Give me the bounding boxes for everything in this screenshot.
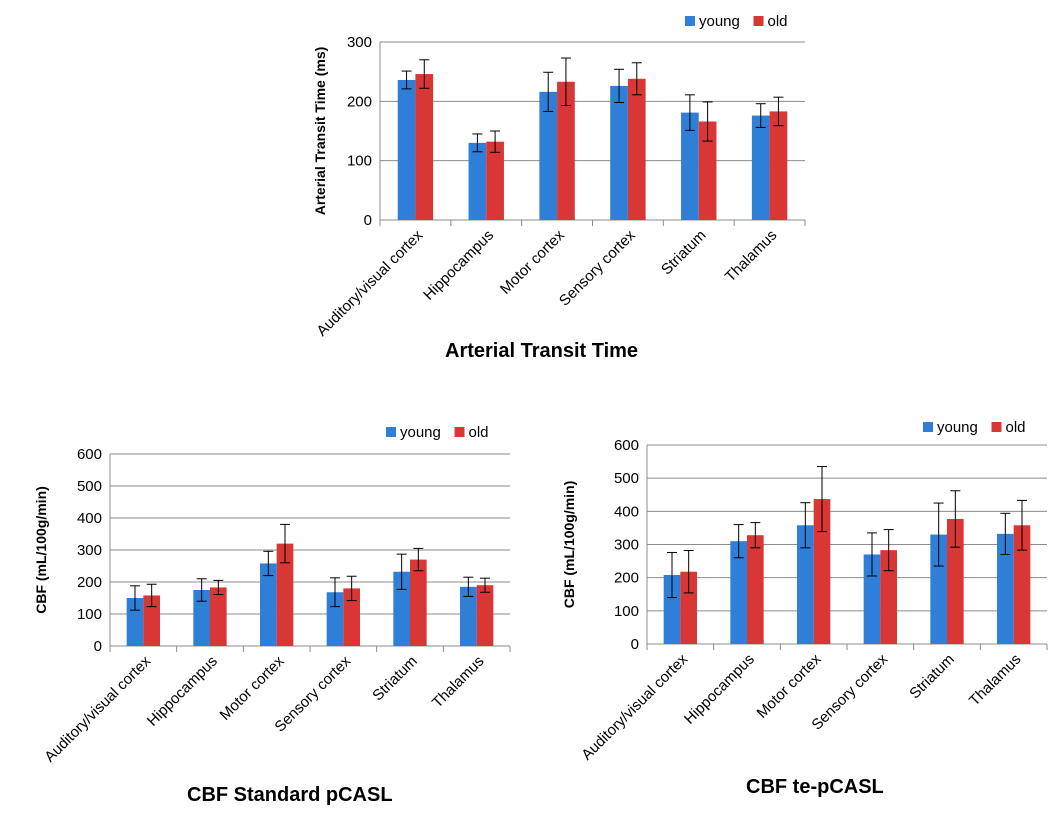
legend-swatch-old <box>454 427 465 437</box>
chart-caption-te: CBF te-pCASL <box>746 776 884 798</box>
y-tick-label: 200 <box>347 93 372 110</box>
bar-old <box>557 81 575 221</box>
bar-old <box>210 587 227 646</box>
category-label: Sensory cortex <box>556 226 639 309</box>
y-tick-label: 400 <box>614 503 639 520</box>
y-tick-label: 0 <box>631 636 639 653</box>
chart-arterial-transit-time: 0 100 200 300 Auditory/visual cortex Hippocam… <box>0 0 1054 400</box>
bar-young <box>397 79 416 221</box>
chart-caption-standard: CBF Standard pCASL <box>187 784 393 806</box>
bar-young <box>260 563 277 646</box>
category-label: Auditory/visual cortex <box>578 650 691 763</box>
y-tick-label: 0 <box>94 638 102 655</box>
bar-young <box>997 533 1014 644</box>
y-tick-label: 600 <box>77 446 102 463</box>
bar-old <box>343 588 360 646</box>
bar-old <box>476 585 494 646</box>
bar-old <box>680 571 697 644</box>
bar-old <box>813 499 831 644</box>
legend-swatch-young <box>386 427 396 437</box>
category-label: Striatum <box>658 227 710 279</box>
bar-old <box>486 141 504 220</box>
legend-swatch-old <box>753 16 764 26</box>
y-tick-label: 100 <box>614 603 639 620</box>
bar-old <box>627 78 646 220</box>
y-tick-label: 400 <box>77 510 102 527</box>
chart-cbf-standard-pcasl: 0 100 200 300 400 500 600 Auditory/visual corte… <box>0 400 527 817</box>
bar-old <box>747 535 764 644</box>
category-label: Thalamus <box>429 653 488 712</box>
bar-young <box>610 85 628 220</box>
chart-cbf-standard-pcasl-plot: 0 100 200 300 400 500 600 Auditory/visual corte… <box>33 424 511 766</box>
bar-young <box>326 592 344 646</box>
legend-label-old: old <box>768 13 788 30</box>
bar-young <box>393 571 410 646</box>
bar-old <box>1013 525 1031 644</box>
legend-swatch-old <box>991 422 1002 432</box>
legend-label-young: young <box>937 419 978 436</box>
bar-old <box>769 111 788 220</box>
y-tick-label: 0 <box>364 212 372 229</box>
category-label: Hippocampus <box>420 227 497 304</box>
category-label: Hippocampus <box>681 651 758 728</box>
chart-caption-att: Arterial Transit Time <box>445 340 639 362</box>
bar-young <box>797 525 814 644</box>
category-label: Striatum <box>369 653 421 705</box>
bar-young <box>460 586 477 646</box>
category-label: Thalamus <box>966 651 1025 710</box>
bar-young <box>681 112 699 220</box>
category-label: Striatum <box>906 651 958 703</box>
y-tick-label: 500 <box>614 470 639 487</box>
category-label: Motor cortex <box>497 226 568 297</box>
y-axis-title: Arterial Transit Time (ms) <box>312 47 328 216</box>
bar-young <box>193 590 210 646</box>
chart-cbf-te-pcasl: 0 100 200 300 400 500 600 Auditory/visual corte… <box>527 400 1054 817</box>
category-label: Auditory/visual cortex <box>41 652 154 765</box>
bar-young <box>863 554 881 644</box>
y-tick-label: 100 <box>347 153 372 170</box>
bar-young <box>539 91 558 220</box>
category-label: Motor cortex <box>754 650 825 721</box>
legend-label-young: young <box>699 13 740 30</box>
category-label: Motor cortex <box>217 652 288 723</box>
y-tick-label: 500 <box>77 478 102 495</box>
bar-old <box>698 121 717 220</box>
bar-young <box>663 575 681 644</box>
category-label: Thalamus <box>722 227 781 286</box>
legend-swatch-young <box>685 16 695 26</box>
category-label: Hippocampus <box>144 653 221 730</box>
legend-label-old: old <box>1006 419 1026 436</box>
bar-old <box>143 595 160 646</box>
y-axis-title: CBF (mL/100g/min) <box>33 486 49 614</box>
bar-old <box>410 559 427 646</box>
category-label: Auditory/visual cortex <box>313 226 426 339</box>
y-tick-label: 600 <box>614 437 639 454</box>
bar-old <box>947 518 964 644</box>
chart-arterial-transit-time-plot: 0 100 200 300 Auditory/visual cortexHippocam… <box>312 13 806 340</box>
y-axis-title: CBF (mL/100g/min) <box>561 481 577 609</box>
y-tick-label: 300 <box>77 542 102 559</box>
y-tick-label: 300 <box>347 34 372 51</box>
legend-label-old: old <box>469 424 489 441</box>
bar-young <box>751 115 770 220</box>
bar-young <box>930 534 947 644</box>
bar-old <box>880 550 897 644</box>
bar-young <box>468 142 487 220</box>
legend-swatch-young <box>923 422 933 432</box>
legend-label-young: young <box>400 424 441 441</box>
y-tick-label: 200 <box>614 570 639 587</box>
bar-old <box>276 543 294 646</box>
y-tick-label: 200 <box>77 574 102 591</box>
y-tick-label: 100 <box>77 606 102 623</box>
y-tick-label: 300 <box>614 537 639 554</box>
chart-cbf-te-pcasl-plot: 0 100 200 300 400 500 600 Auditory/visual corte… <box>561 419 1048 764</box>
bar-young <box>730 541 747 644</box>
bar-old <box>415 74 434 220</box>
